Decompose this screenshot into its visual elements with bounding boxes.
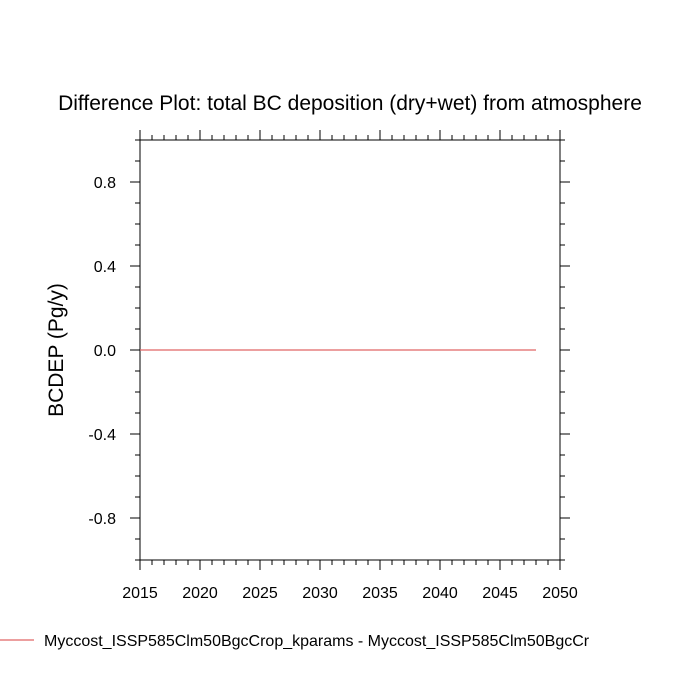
x-tick-label: 2020: [182, 585, 218, 602]
y-tick-label: 0.0: [94, 343, 116, 360]
legend: Myccost_ISSP585Clm50BgcCrop_kparams - My…: [0, 633, 590, 650]
y-tick-label: 0.4: [94, 259, 116, 276]
chart-title: Difference Plot: total BC deposition (dr…: [58, 92, 642, 115]
x-tick-label: 2040: [422, 585, 458, 602]
x-tick-label: 2025: [242, 585, 278, 602]
legend-label: Myccost_ISSP585Clm50BgcCrop_kparams - My…: [44, 633, 590, 650]
x-tick-label: 2015: [122, 585, 158, 602]
x-tick-label: 2050: [542, 585, 578, 602]
y-axis-label: BCDEP (Pg/y): [45, 283, 68, 417]
axis-ticks: [130, 130, 570, 570]
y-tick-label: -0.8: [88, 511, 116, 528]
y-tick-label: 0.8: [94, 175, 116, 192]
x-tick-label: 2045: [482, 585, 518, 602]
y-tick-label: -0.4: [88, 427, 116, 444]
x-tick-labels: 2015 2020 2025 2030 2035 2040 2045 2050: [122, 585, 578, 602]
x-tick-label: 2035: [362, 585, 398, 602]
x-tick-label: 2030: [302, 585, 338, 602]
y-tick-labels: -0.8 -0.4 0.0 0.4 0.8: [88, 175, 116, 528]
